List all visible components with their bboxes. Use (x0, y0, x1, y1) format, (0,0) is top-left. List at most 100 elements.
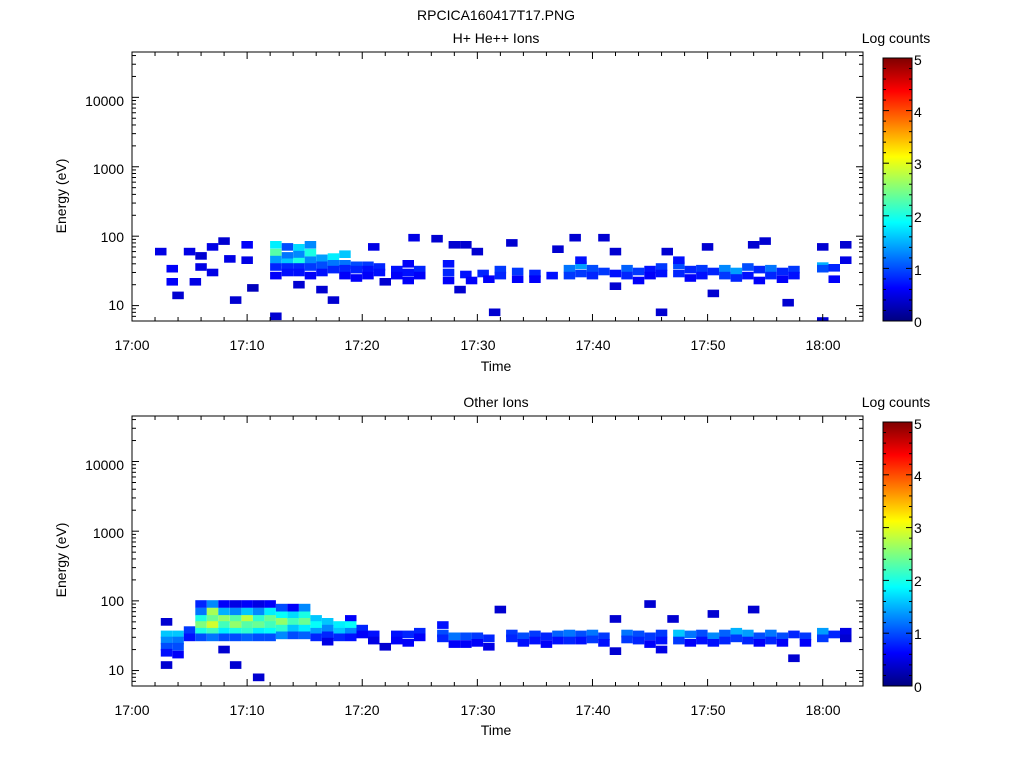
heatmap-cell (270, 248, 282, 257)
heatmap-cell (575, 261, 587, 270)
heatmap-cell (673, 636, 685, 645)
heatmap-cell (218, 607, 230, 616)
heatmap-cell (673, 261, 685, 270)
x-axis-ticks (131, 52, 847, 321)
heatmap-cell (368, 636, 380, 645)
heatmap-cell (788, 654, 800, 663)
heatmap-cell (742, 629, 754, 638)
heatmap-cell (172, 642, 184, 651)
colorbar-tick-label: 2 (914, 209, 922, 225)
heatmap-cell (281, 263, 294, 271)
heatmap-cell (166, 278, 178, 286)
x-tick-label: 17:40 (575, 337, 610, 353)
heatmap-cell (575, 269, 587, 278)
y-tick-label: 10000 (85, 457, 124, 473)
colorbar (882, 57, 913, 322)
heatmap-cell (402, 276, 414, 285)
heatmap-cell (281, 258, 294, 267)
plot-frame (131, 51, 864, 322)
heatmap-cell (494, 605, 507, 614)
heatmap-cell (644, 265, 656, 274)
colorbar-tick-label: 5 (914, 52, 922, 68)
heatmap-cell (765, 264, 777, 273)
heatmap-cell (298, 618, 311, 626)
heatmap-cell (799, 639, 812, 647)
heatmap-cell (304, 271, 317, 280)
heatmap-cell (655, 308, 668, 317)
heatmap-cell (517, 639, 530, 647)
heatmap-cell (270, 271, 282, 280)
heatmap-cell (345, 615, 357, 623)
panel-title: H+ He++ Ions (453, 30, 540, 46)
heatmap-cell (840, 241, 852, 249)
heatmap-cell (275, 631, 288, 640)
heatmap-cell (673, 256, 685, 264)
heatmap-cell (437, 634, 449, 643)
colorbar-tick-label: 1 (914, 626, 922, 642)
heatmap-cell (655, 263, 668, 271)
heatmap-cell (218, 645, 230, 654)
heatmap-cell (719, 636, 731, 645)
y-tick-label: 10 (108, 297, 124, 313)
colorbar-tick-label: 0 (914, 679, 922, 695)
heatmap-cell (304, 241, 317, 249)
heatmap-cell (586, 635, 599, 644)
heatmap-cell (753, 639, 766, 647)
heatmap-cell (575, 630, 587, 639)
heatmap-cell (281, 268, 294, 277)
heatmap-cell (195, 600, 207, 608)
heatmap-cell (373, 268, 386, 277)
heatmap-cell (661, 247, 673, 256)
heatmap-cell (776, 639, 789, 647)
y-tick-label: 10000 (85, 93, 124, 109)
colorbar-tick-label: 1 (914, 262, 922, 278)
heatmap-cell (471, 639, 484, 647)
heatmap-cell (483, 275, 495, 283)
y-axis-label: Energy (eV) (53, 523, 69, 598)
heatmap-cell (264, 615, 276, 623)
heatmap-cell (206, 268, 219, 277)
heatmap-cell (264, 627, 276, 636)
heatmap-cell (644, 600, 656, 608)
heatmap-cell (206, 600, 219, 608)
heatmap-cell (644, 632, 656, 641)
heatmap-cell (402, 260, 414, 268)
heatmap-cell (598, 267, 610, 276)
heatmap-cell (321, 631, 334, 640)
heatmap-cell (667, 615, 679, 623)
heatmap-cell (684, 639, 697, 647)
x-tick-label: 18:00 (805, 702, 840, 718)
heatmap-cell (264, 600, 276, 608)
heatmap-cell (229, 627, 242, 636)
heatmap-cell (183, 626, 196, 634)
heatmap-cell (391, 265, 403, 274)
heatmap-cell (575, 256, 587, 264)
heatmap-cell (304, 256, 317, 264)
heatmap-cell (195, 615, 207, 623)
heatmap-cell (414, 271, 426, 280)
heatmap-cell (477, 269, 489, 278)
heatmap-cell (632, 630, 645, 639)
heatmap-cell (437, 621, 449, 629)
heatmap-cell (333, 621, 345, 629)
heatmap-cell (552, 636, 564, 645)
heatmap-cell (540, 632, 553, 641)
heatmap-cell (586, 271, 599, 280)
heatmap-cell (293, 263, 305, 271)
heatmap-cell (310, 627, 322, 636)
heatmap-cell (362, 265, 374, 274)
heatmap-cell (195, 621, 207, 629)
heatmap-cell (598, 233, 610, 242)
heatmap-cell (546, 271, 558, 280)
heatmap-cell (621, 635, 633, 644)
heatmap-cell (379, 642, 391, 651)
x-tick-label: 17:30 (460, 702, 495, 718)
heatmap-cell (264, 607, 276, 616)
heatmap-cell (373, 263, 386, 271)
heatmap-cell (229, 615, 242, 623)
heatmap-cell (765, 636, 777, 645)
heatmap-cell (776, 275, 789, 283)
heatmap-cell (840, 634, 852, 643)
heatmap-cell (172, 650, 184, 659)
